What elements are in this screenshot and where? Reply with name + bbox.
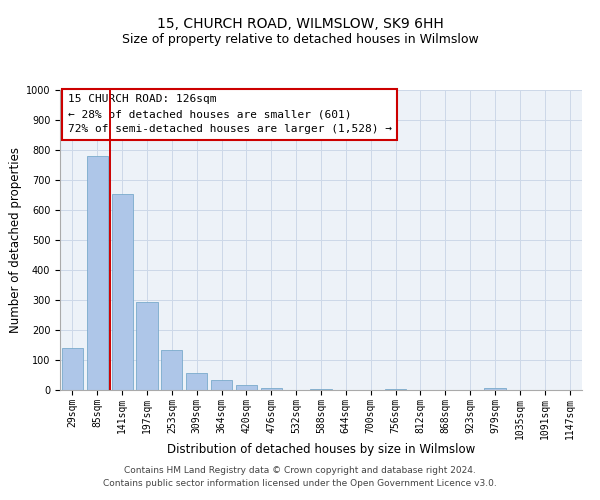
- Y-axis label: Number of detached properties: Number of detached properties: [8, 147, 22, 333]
- Bar: [211, 380, 232, 390]
- Bar: [236, 385, 257, 390]
- Bar: [62, 348, 83, 390]
- Bar: [112, 194, 133, 390]
- X-axis label: Distribution of detached houses by size in Wilmslow: Distribution of detached houses by size …: [167, 443, 475, 456]
- Bar: [136, 302, 158, 390]
- Bar: [310, 388, 332, 390]
- Text: Size of property relative to detached houses in Wilmslow: Size of property relative to detached ho…: [122, 32, 478, 46]
- Text: Contains HM Land Registry data © Crown copyright and database right 2024.
Contai: Contains HM Land Registry data © Crown c…: [103, 466, 497, 487]
- Bar: [161, 350, 182, 390]
- Text: 15 CHURCH ROAD: 126sqm
← 28% of detached houses are smaller (601)
72% of semi-de: 15 CHURCH ROAD: 126sqm ← 28% of detached…: [68, 94, 392, 134]
- Bar: [87, 156, 108, 390]
- Text: 15, CHURCH ROAD, WILMSLOW, SK9 6HH: 15, CHURCH ROAD, WILMSLOW, SK9 6HH: [157, 18, 443, 32]
- Bar: [484, 388, 506, 390]
- Bar: [385, 389, 406, 390]
- Bar: [261, 388, 282, 390]
- Bar: [186, 373, 207, 390]
